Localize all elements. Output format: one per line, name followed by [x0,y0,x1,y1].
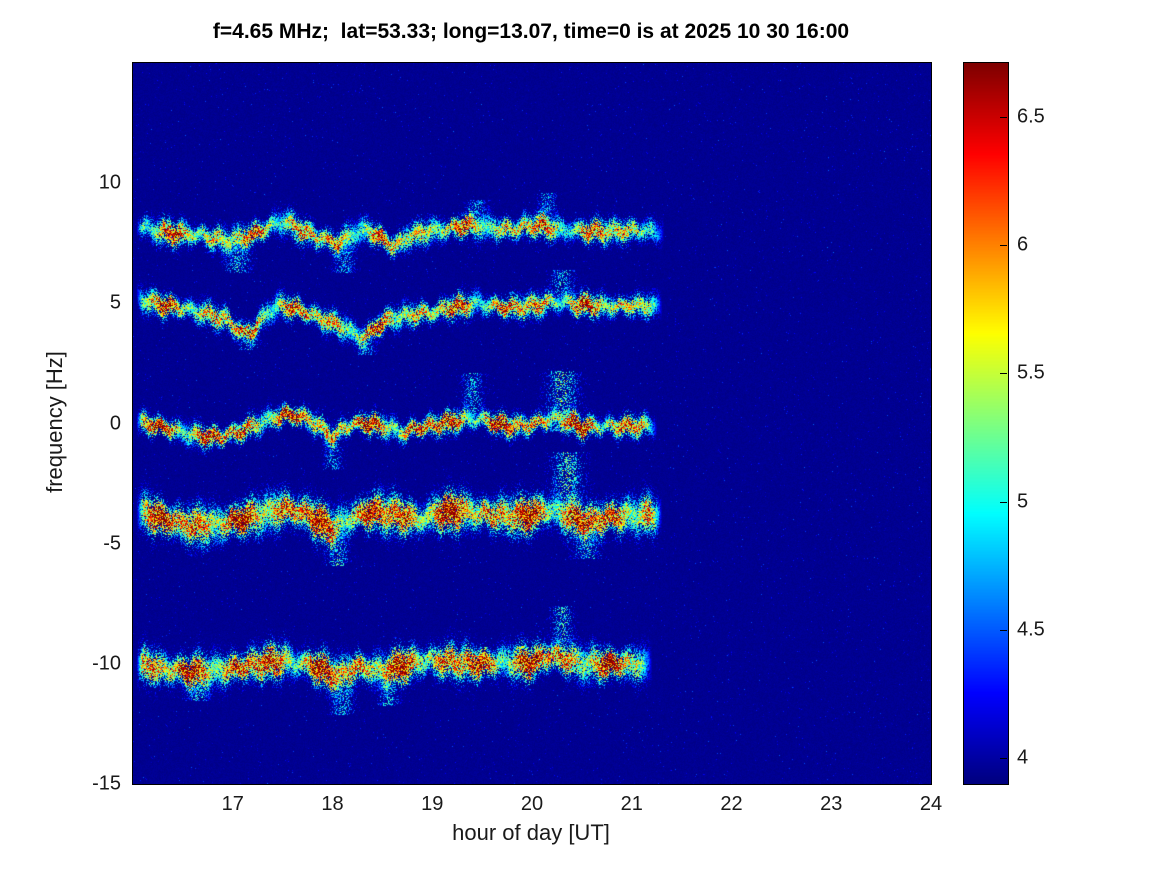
colorbar-tick-mark [1000,116,1007,118]
x-tick-label: 20 [520,793,544,815]
colorbar-tick-mark [1000,373,1007,375]
spectrogram-plot [132,62,932,785]
y-tick-label: 10 [98,171,121,194]
chart-title: f=4.65 MHz; lat=53.33; long=13.07, time=… [212,20,850,43]
x-tick-label: 23 [820,793,843,815]
x-tick-label: 19 [421,793,444,815]
colorbar-tick-label: 6.5 [1017,105,1045,128]
x-tick-label: 17 [221,793,244,815]
y-tick-label: -15 [92,772,121,795]
x-tick-label: 24 [919,793,943,815]
colorbar-tick-mark [1000,501,1007,503]
colorbar-tick-label: 4 [1017,746,1029,769]
x-tick-label: 18 [321,793,344,815]
colorbar-tick-label: 5.5 [1017,361,1045,384]
colorbar-tick-mark [1000,758,1007,760]
y-tick-label: 5 [109,291,121,314]
x-tick-label: 21 [620,793,643,815]
colorbar-tick-mark [1000,245,1007,247]
y-tick-label: 0 [109,412,121,434]
colorbar [963,62,1009,785]
y-axis-label: frequency [Hz] [42,351,67,493]
x-axis-label: hour of day [UT] [452,820,610,845]
y-tick-label: -10 [92,652,121,675]
colorbar-tick-label: 5 [1017,490,1029,513]
colorbar-tick-label: 4.5 [1017,618,1045,641]
colorbar-tick-label: 6 [1017,233,1029,256]
x-tick-label: 22 [720,793,743,815]
colorbar-tick-mark [1000,630,1007,632]
y-tick-label: -5 [103,532,121,555]
